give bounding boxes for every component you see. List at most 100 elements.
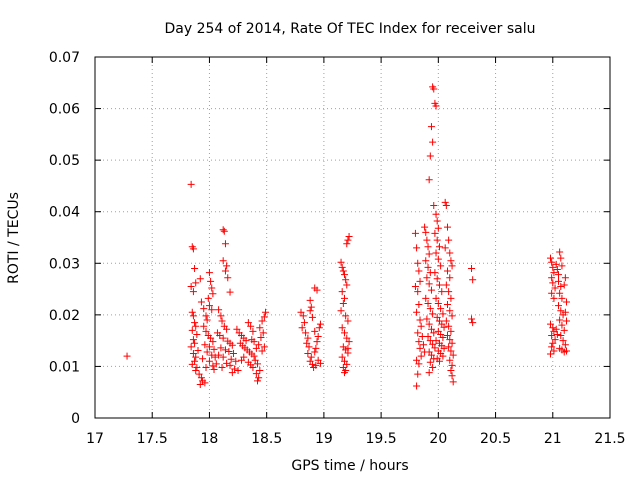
data-point	[427, 286, 435, 294]
data-point	[415, 301, 423, 309]
data-point	[431, 269, 439, 277]
data-point	[217, 312, 225, 320]
data-point	[344, 236, 352, 244]
data-point	[209, 290, 217, 298]
data-point	[557, 331, 565, 339]
chart-title: Day 254 of 2014, Rate Of TEC Index for r…	[164, 21, 535, 37]
data-point	[416, 344, 424, 352]
data-point	[262, 308, 270, 316]
data-point	[439, 352, 447, 360]
data-point	[448, 361, 456, 369]
data-points	[123, 83, 571, 390]
data-point	[215, 351, 223, 359]
data-point	[551, 336, 559, 344]
data-point	[563, 347, 571, 355]
data-point	[219, 353, 227, 361]
data-point	[563, 298, 571, 306]
data-point	[315, 324, 323, 332]
data-point	[256, 367, 264, 375]
data-point	[221, 267, 229, 275]
data-point	[202, 312, 210, 320]
data-point	[205, 357, 213, 365]
data-point	[549, 279, 557, 287]
data-point	[205, 302, 213, 310]
data-point	[227, 355, 235, 363]
data-point	[422, 294, 430, 302]
data-point	[437, 305, 445, 313]
data-point	[191, 339, 199, 347]
data-point	[203, 316, 211, 324]
data-point	[314, 333, 322, 341]
data-point	[252, 370, 260, 378]
y-axis-tick-labels: 0 0.01 0.02 0.03 0.04 0.05 0.06 0.07	[49, 50, 80, 427]
data-point	[448, 312, 456, 320]
data-point	[247, 322, 255, 330]
data-point	[338, 353, 346, 361]
data-point	[338, 288, 346, 296]
x-tick-label: 17	[86, 431, 104, 447]
y-tick-label: 0.07	[49, 50, 80, 66]
data-point	[442, 281, 450, 289]
x-tick-label: 19.5	[366, 431, 397, 447]
data-point	[218, 317, 226, 325]
data-point	[552, 260, 560, 268]
data-point	[561, 308, 569, 316]
data-point	[201, 379, 209, 387]
data-point	[342, 312, 350, 320]
data-point	[209, 338, 217, 346]
data-point	[424, 300, 432, 308]
data-point	[192, 279, 200, 287]
data-point	[468, 264, 476, 272]
data-point	[445, 288, 453, 296]
data-point	[199, 355, 207, 363]
data-point	[192, 367, 200, 375]
data-point	[204, 294, 212, 302]
data-point	[202, 327, 210, 335]
data-point	[195, 370, 203, 378]
data-point	[560, 326, 568, 334]
data-point	[338, 263, 346, 271]
data-point	[449, 351, 457, 359]
data-point	[432, 210, 440, 218]
data-point	[548, 274, 556, 282]
data-point	[340, 294, 348, 302]
x-tick-label: 18	[201, 431, 219, 447]
data-point	[423, 315, 431, 323]
data-point	[553, 330, 561, 338]
data-point	[189, 336, 197, 344]
data-point	[448, 372, 456, 380]
data-point	[208, 284, 216, 292]
data-point	[187, 180, 195, 188]
data-point	[260, 313, 268, 321]
y-tick-label: 0.06	[49, 102, 80, 118]
data-point	[339, 267, 347, 275]
data-point	[432, 294, 440, 302]
data-point	[558, 294, 566, 302]
data-point	[550, 347, 558, 355]
data-point	[219, 334, 227, 342]
data-point	[225, 347, 233, 355]
data-point	[340, 369, 348, 377]
data-point	[424, 243, 432, 251]
data-point	[194, 346, 202, 354]
data-point	[430, 329, 438, 337]
data-point	[416, 277, 424, 285]
data-point	[422, 257, 430, 265]
data-point	[207, 277, 215, 285]
data-point	[438, 288, 446, 296]
data-point	[414, 288, 422, 296]
data-point	[432, 249, 440, 257]
data-point	[223, 325, 231, 333]
data-point	[304, 334, 312, 342]
data-point	[258, 347, 266, 355]
data-point	[306, 296, 314, 304]
data-point	[219, 226, 227, 234]
data-point	[414, 259, 422, 267]
data-point	[257, 334, 265, 342]
data-point	[555, 271, 562, 279]
data-point	[345, 232, 353, 240]
data-point	[313, 286, 321, 294]
data-point	[193, 363, 201, 371]
x-axis-label: GPS time / hours	[291, 458, 408, 474]
